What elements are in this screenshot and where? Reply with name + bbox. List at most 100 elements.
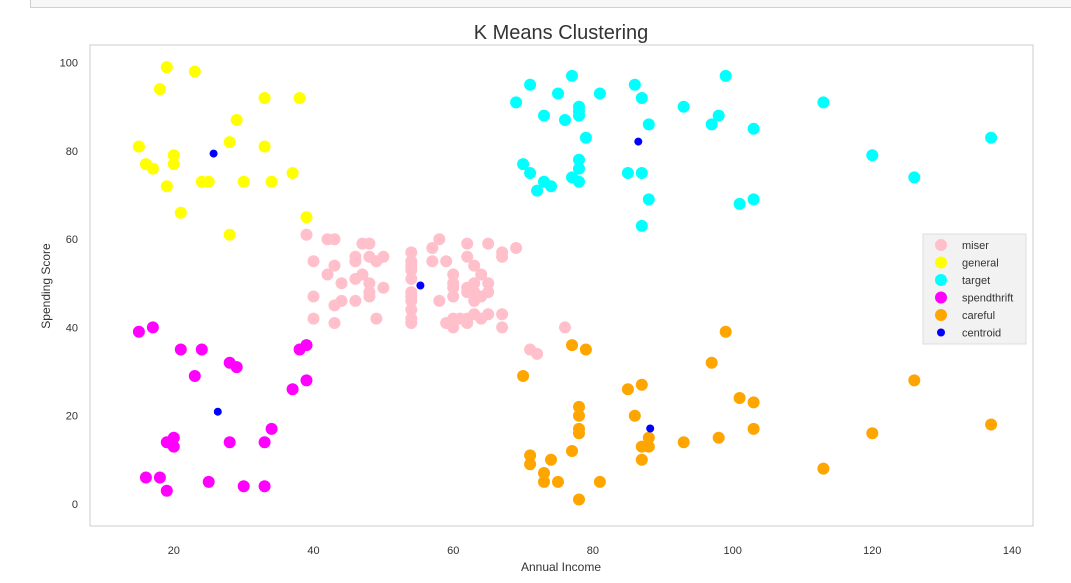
data-point-careful (677, 436, 690, 449)
data-point-careful (552, 475, 564, 488)
data-point-miser (307, 255, 320, 268)
data-point-careful (747, 422, 760, 435)
y-tick-label: 100 (60, 58, 78, 70)
data-point-miser (405, 246, 418, 259)
data-point-careful (517, 370, 530, 382)
data-point-miser (496, 321, 509, 334)
data-point-spendthrift (258, 436, 271, 449)
data-point-spendthrift (300, 374, 313, 387)
plot-area (89, 44, 1034, 527)
data-point-miser (307, 312, 320, 325)
data-point-miser (335, 277, 348, 290)
x-tick-label: 20 (168, 545, 180, 557)
data-point-miser (531, 347, 544, 360)
data-point-careful (635, 453, 648, 466)
data-point-miser (447, 321, 460, 334)
data-point-miser (433, 233, 446, 246)
x-axis-ticks: 20 40 60 80 100 120 140 (168, 545, 1022, 557)
y-tick-label: 20 (66, 411, 78, 423)
data-point-general (300, 211, 313, 224)
data-point-miser (307, 290, 320, 303)
data-point-careful (712, 431, 725, 444)
chart-title: K Means Clustering (474, 22, 649, 44)
data-point-careful (545, 453, 557, 466)
data-point-target (747, 193, 760, 206)
y-tick-label: 80 (66, 146, 78, 158)
data-point-target (573, 162, 585, 175)
data-point-target (510, 96, 523, 109)
data-point-careful (579, 343, 592, 356)
data-point-target (573, 175, 585, 188)
data-points (132, 61, 998, 506)
data-point-miser (377, 250, 390, 263)
data-point-target (573, 153, 585, 166)
data-point-miser (447, 268, 460, 281)
data-point-miser (482, 308, 495, 321)
legend-marker-target (935, 274, 947, 286)
data-point-general (167, 149, 180, 162)
data-point-careful (524, 458, 537, 471)
data-point-spendthrift (195, 343, 208, 356)
data-point-miser (496, 250, 509, 263)
data-point-miser (349, 294, 362, 307)
data-point-miser (370, 312, 383, 325)
data-point-careful (593, 475, 606, 488)
legend-marker-centroid (937, 328, 945, 337)
data-point-spendthrift (167, 440, 180, 453)
data-point-miser (335, 294, 348, 307)
data-point-target (566, 69, 578, 82)
data-point-general (286, 167, 299, 179)
data-point-careful (524, 449, 537, 462)
data-point-careful (628, 409, 641, 422)
legend: miser general target spendthrift careful cent… (922, 233, 1027, 345)
data-point-miser (349, 255, 362, 268)
centroid-point (416, 281, 425, 290)
data-point-general (160, 61, 173, 74)
data-point-careful (566, 445, 578, 457)
data-point-careful (733, 392, 746, 404)
data-point-target (908, 171, 921, 184)
data-point-target (621, 167, 634, 179)
legend-label-centroid: centroid (962, 328, 1001, 340)
data-point-miser (321, 268, 334, 281)
data-point-careful (621, 383, 634, 396)
data-point-careful (538, 475, 550, 488)
data-point-spendthrift (139, 471, 152, 484)
centroid-point (213, 407, 222, 416)
data-point-miser (482, 277, 495, 290)
data-point-miser (440, 255, 453, 268)
centroid-point (646, 424, 655, 433)
data-point-miser (461, 237, 474, 250)
data-point-miser (482, 286, 495, 299)
data-point-target (579, 131, 592, 144)
data-point-miser (363, 237, 376, 250)
data-point-miser (482, 237, 495, 250)
data-point-careful (573, 427, 585, 440)
data-point-spendthrift (153, 471, 166, 484)
data-point-general (237, 175, 250, 188)
data-point-miser (433, 294, 446, 307)
data-point-miser (405, 272, 418, 285)
data-point-careful (635, 378, 648, 391)
data-point-miser (328, 259, 341, 272)
data-point-miser (475, 268, 488, 281)
data-point-spendthrift (258, 480, 271, 493)
data-point-spendthrift (237, 480, 250, 493)
data-point-general (167, 158, 180, 171)
data-point-miser (405, 294, 418, 307)
data-point-target (552, 87, 564, 100)
data-point-miser (496, 308, 509, 321)
y-tick-label: 40 (66, 322, 78, 334)
data-point-careful (573, 400, 585, 413)
data-point-target (677, 100, 690, 113)
legend-box (922, 233, 1027, 345)
data-point-target (866, 149, 879, 162)
data-point-target (817, 96, 830, 109)
data-point-spendthrift (230, 361, 243, 374)
legend-marker-miser (935, 239, 947, 251)
data-point-spendthrift (300, 339, 313, 352)
data-point-target (531, 184, 544, 197)
legend-marker-spendthrift (935, 291, 947, 304)
data-point-miser (405, 303, 418, 316)
